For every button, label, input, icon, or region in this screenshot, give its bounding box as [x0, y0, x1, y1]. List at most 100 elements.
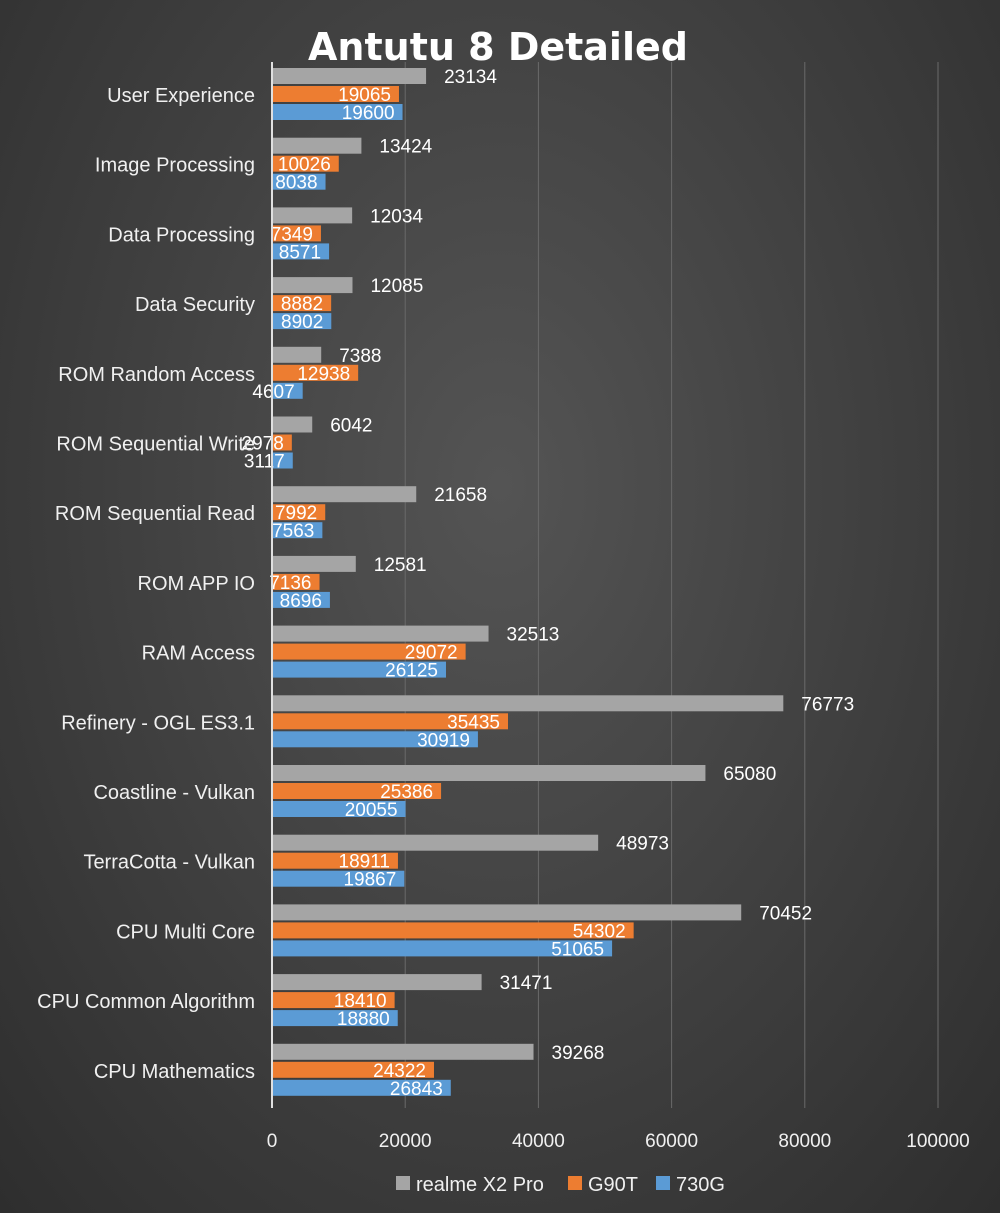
- value-label: 2978: [242, 434, 284, 455]
- value-label: 20055: [345, 800, 398, 821]
- bar-730g: [272, 173, 326, 190]
- value-label: 12938: [297, 364, 350, 385]
- bar-730g: [272, 522, 323, 539]
- category-label: CPU Mathematics: [94, 1061, 255, 1083]
- bar-g90t: [272, 852, 398, 869]
- category-label: CPU Multi Core: [116, 921, 255, 943]
- bar-g90t: [272, 86, 399, 102]
- bar-realme-x2-pro: [272, 1043, 534, 1060]
- bar-g90t: [272, 364, 359, 381]
- bar-realme-x2-pro: [272, 765, 706, 781]
- bar-realme-x2-pro: [272, 486, 417, 503]
- bar-realme-x2-pro: [272, 904, 742, 921]
- value-label: 65080: [723, 764, 776, 785]
- bar-730g: [272, 382, 303, 399]
- value-label: 7388: [339, 346, 381, 367]
- value-label: 48973: [616, 834, 669, 855]
- value-label: 18911: [339, 852, 390, 873]
- legend-swatch: [656, 1176, 670, 1190]
- value-label: 19600: [342, 103, 395, 124]
- value-label: 6042: [330, 416, 372, 437]
- bar-g90t: [272, 155, 339, 172]
- category-label: TerraCotta - Vulkan: [83, 852, 255, 874]
- value-label: 76773: [801, 694, 854, 715]
- bar-g90t: [272, 1061, 434, 1078]
- bar-g90t: [272, 295, 332, 312]
- value-label: 12085: [370, 276, 423, 297]
- category-label: Data Processing: [108, 224, 255, 246]
- bar-730g: [272, 104, 403, 120]
- category-label: CPU Common Algorithm: [37, 991, 255, 1013]
- value-label: 29072: [405, 643, 458, 664]
- category-label: Image Processing: [95, 155, 255, 177]
- legend-item[interactable]: 730G: [656, 1174, 725, 1196]
- bar-realme-x2-pro: [272, 277, 353, 294]
- bar-730g: [272, 591, 330, 608]
- bar-g90t: [272, 573, 320, 590]
- category-labels: User Experience Image Processing Data Proc…: [37, 85, 255, 1083]
- bar-g90t: [272, 713, 508, 730]
- bar-g90t: [272, 783, 442, 799]
- value-label: 18880: [337, 1009, 390, 1030]
- bar-g90t: [272, 992, 395, 1009]
- value-label: 13424: [379, 137, 432, 158]
- bar-g90t: [272, 643, 466, 660]
- bar-realme-x2-pro: [272, 346, 322, 363]
- x-tick-label: 20000: [379, 1131, 432, 1152]
- category-label: User Experience: [107, 85, 255, 107]
- category-label: Refinery - OGL ES3.1: [61, 712, 255, 734]
- bar-realme-x2-pro: [272, 834, 599, 851]
- x-tick-label: 40000: [512, 1131, 565, 1152]
- value-label: 25386: [380, 782, 433, 803]
- bars: [272, 68, 784, 1096]
- category-label: Data Security: [135, 294, 255, 316]
- bar-realme-x2-pro: [272, 555, 356, 572]
- value-label: 26843: [390, 1079, 443, 1100]
- value-label: 10026: [278, 155, 331, 176]
- value-label: 4607: [252, 382, 294, 403]
- value-label: 7563: [272, 521, 314, 542]
- x-tick-labels: 0 20000 40000 60000 80000 100000: [267, 1131, 970, 1152]
- bar-730g: [272, 452, 293, 469]
- legend-swatch: [568, 1176, 582, 1190]
- value-label: 31471: [500, 973, 553, 994]
- legend-item[interactable]: realme X2 Pro: [396, 1174, 544, 1196]
- value-label: 19867: [343, 870, 396, 891]
- value-label: 7349: [271, 224, 313, 245]
- x-tick-label: 80000: [778, 1131, 831, 1152]
- category-label: Coastline - Vulkan: [93, 782, 255, 804]
- bar-730g: [272, 1010, 398, 1027]
- category-label: ROM APP IO: [138, 573, 255, 595]
- value-label: 12034: [370, 206, 423, 227]
- value-label: 51065: [551, 939, 604, 960]
- category-label: RAM Access: [142, 643, 255, 665]
- category-label: ROM Sequential Write: [56, 434, 255, 456]
- bar-realme-x2-pro: [272, 137, 362, 154]
- category-label: ROM Random Access: [58, 364, 255, 386]
- legend-label: realme X2 Pro: [416, 1174, 544, 1196]
- bar-g90t: [272, 225, 321, 242]
- value-label: 12581: [374, 555, 427, 576]
- value-label: 35435: [447, 712, 500, 733]
- value-label: 18410: [334, 991, 387, 1012]
- bar-730g: [272, 870, 405, 887]
- legend[interactable]: realme X2 Pro G90T 730G: [396, 1174, 725, 1196]
- bar-realme-x2-pro: [272, 695, 784, 712]
- chart-title: Antutu 8 Detailed: [308, 25, 688, 69]
- bar-730g: [272, 940, 613, 957]
- bar-realme-x2-pro: [272, 207, 353, 224]
- bar-730g: [272, 661, 446, 678]
- bar-730g: [272, 313, 332, 330]
- bar-realme-x2-pro: [272, 416, 313, 433]
- legend-label: 730G: [676, 1174, 725, 1196]
- x-tick-label: 60000: [645, 1131, 698, 1152]
- bar-730g: [272, 731, 478, 748]
- bar-realme-x2-pro: [272, 625, 489, 642]
- legend-item[interactable]: G90T: [568, 1174, 638, 1196]
- value-label: 21658: [434, 485, 487, 506]
- value-label: 39268: [552, 1043, 605, 1064]
- bar-730g: [272, 801, 406, 817]
- value-label: 7992: [275, 503, 317, 524]
